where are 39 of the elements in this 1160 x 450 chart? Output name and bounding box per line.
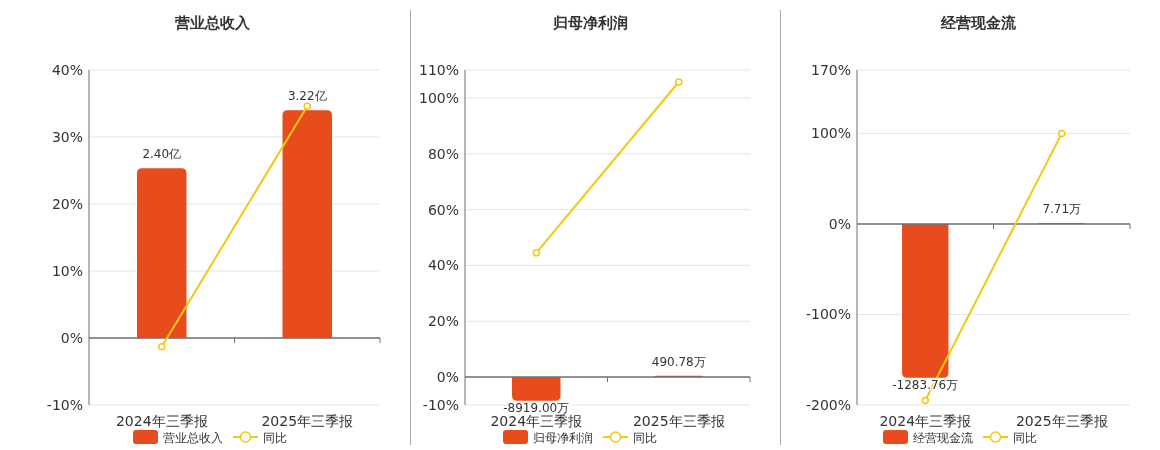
y-tick-label: -10% (422, 397, 459, 413)
legend-text: 同比 (263, 430, 287, 445)
x-tick-label: 2025年三季报 (632, 413, 725, 429)
data-label: 490.78万 (651, 354, 706, 369)
title: 经营现金流 (940, 14, 1016, 32)
x-tick-label: 2025年三季报 (1015, 413, 1108, 429)
y-tick-label: 60% (427, 201, 459, 218)
y-tick-label: 0% (436, 369, 459, 386)
y-tick-label: 100% (810, 125, 851, 142)
data-label: 3.22亿 (287, 89, 327, 104)
y-tick-label: 100% (418, 89, 459, 106)
legend-text: 同比 (1013, 430, 1037, 445)
legend-text: 经营现金流 (913, 430, 973, 445)
legend-text: 营业总收入 (163, 430, 223, 445)
y-tick-label: 170% (810, 62, 851, 78)
y-tick-label: -10% (46, 397, 83, 413)
x-tick-label: 2025年三季报 (261, 413, 354, 429)
data-label: 7.71万 (1042, 202, 1082, 216)
y-tick-label: 40% (51, 62, 83, 78)
y-tick-label: 80% (427, 145, 459, 162)
legend-text: 归母净利润 (533, 430, 593, 445)
y-tick-label: 110% (418, 62, 459, 78)
data-label: -8919.00万 (503, 400, 570, 415)
y-tick-label: 40% (427, 257, 459, 274)
y-tick-label: 0% (60, 330, 83, 346)
x-tick-label: 2024年三季报 (115, 413, 208, 429)
y-tick-label: 20% (51, 196, 83, 212)
y-tick-label: 30% (51, 129, 83, 145)
y-tick-label: 0% (828, 215, 851, 232)
data-label: 2.40亿 (142, 147, 182, 162)
x-tick-label: 2024年三季报 (490, 413, 583, 429)
y-tick-label: -100% (805, 306, 851, 323)
y-tick-label: 20% (427, 313, 459, 330)
x-tick-label: 2024年三季报 (879, 413, 972, 429)
title: 营业总收入 (174, 14, 250, 32)
y-tick-label: 10% (51, 263, 83, 279)
title: 归母净利润 (552, 14, 628, 32)
legend-text: 同比 (633, 430, 657, 445)
y-tick-label: -200% (805, 397, 851, 413)
